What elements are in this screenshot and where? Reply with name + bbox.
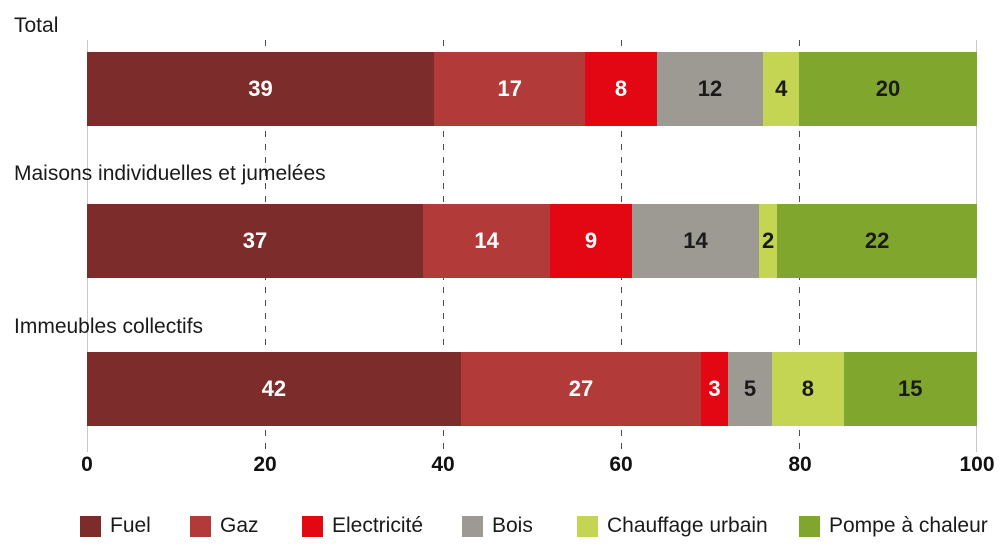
bar-segment-chauffage-urbain: 4 (763, 52, 799, 126)
legend-label: Chauffage urbain (607, 514, 768, 537)
legend-swatch-bois (462, 515, 483, 537)
legend-swatch-fuel (80, 515, 101, 537)
x-axis-tick-label-0: 0 (81, 453, 93, 476)
bar-segment-chauffage-urbain: 8 (772, 352, 844, 426)
bar-row-immeubles: 42 27 3 5 8 15 (87, 352, 977, 426)
category-label-immeubles: Immeubles collectifs (14, 315, 204, 338)
bar-row-total: 39 17 8 12 4 20 (87, 52, 977, 126)
bar-segment-electricite: 9 (550, 204, 632, 278)
bar-segment-electricite: 3 (701, 352, 728, 426)
legend-label: Gaz (220, 514, 259, 537)
bar-segment-electricite: 8 (585, 52, 657, 126)
legend-item-electricite: Electricité (302, 514, 423, 538)
bar-segment-bois: 12 (656, 52, 764, 126)
bar-segment-bois: 14 (631, 204, 760, 278)
bar-segment-chauffage-urbain: 2 (759, 204, 778, 278)
legend-item-bois: Bois (462, 514, 533, 538)
category-label-total: Total (14, 14, 59, 37)
legend-label: Fuel (110, 514, 151, 537)
bar-row-maisons: 37 14 9 14 2 22 (87, 204, 977, 278)
bar-segment-pompe-a-chaleur: 22 (777, 204, 977, 278)
legend-label: Pompe à chaleur (829, 514, 988, 537)
legend-swatch-pompe-a-chaleur (799, 515, 820, 537)
bar-segment-pompe-a-chaleur: 20 (798, 52, 977, 126)
x-axis-tick-label-100: 100 (959, 453, 995, 476)
legend-item-pompe-a-chaleur: Pompe à chaleur (799, 514, 988, 538)
bar-segment-gaz: 17 (434, 52, 586, 126)
legend-swatch-chauffage-urbain (577, 515, 598, 537)
x-axis-tick-label-80: 80 (788, 453, 812, 476)
bar-segment-pompe-a-chaleur: 15 (843, 352, 977, 426)
legend-label: Electricité (332, 514, 424, 537)
bar-segment-fuel: 37 (87, 204, 424, 278)
x-axis-tick-label-20: 20 (253, 453, 277, 476)
bar-segment-fuel: 42 (87, 352, 461, 426)
legend-swatch-gaz (190, 515, 211, 537)
legend-item-fuel: Fuel (80, 514, 151, 538)
legend-item-gaz: Gaz (190, 514, 259, 538)
bar-segment-gaz: 14 (423, 204, 551, 278)
legend-swatch-electricite (302, 515, 323, 537)
x-axis-tick-label-60: 60 (609, 453, 633, 476)
bar-segment-gaz: 27 (460, 352, 702, 426)
legend-item-chauffage-urbain: Chauffage urbain (577, 514, 768, 538)
bar-segment-bois: 5 (727, 352, 773, 426)
bar-segment-fuel: 39 (87, 52, 435, 126)
legend-label: Bois (492, 514, 533, 537)
category-label-maisons: Maisons individuelles et jumelées (14, 162, 326, 185)
x-axis-tick-label-40: 40 (431, 453, 455, 476)
